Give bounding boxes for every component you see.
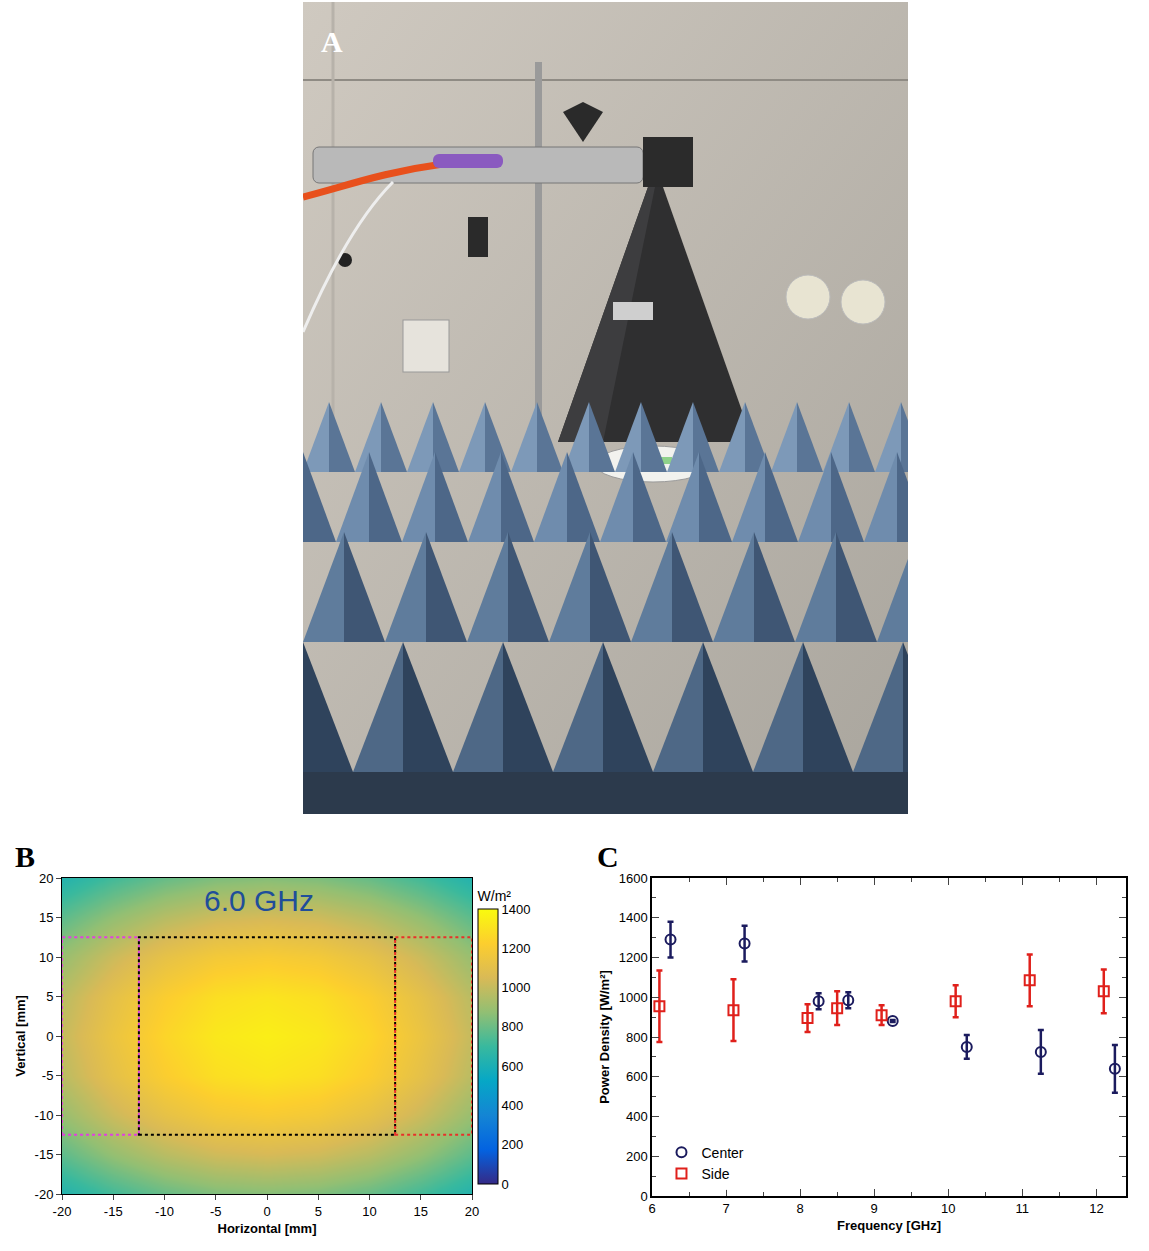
- svg-text:10: 10: [941, 1201, 955, 1216]
- svg-text:1000: 1000: [502, 980, 531, 995]
- svg-text:800: 800: [626, 1030, 648, 1045]
- svg-text:12: 12: [1089, 1201, 1103, 1216]
- svg-text:0: 0: [502, 1177, 509, 1192]
- svg-text:7: 7: [722, 1201, 729, 1216]
- svg-text:1000: 1000: [619, 990, 648, 1005]
- svg-text:-10: -10: [155, 1204, 174, 1219]
- svg-text:Vertical [mm]: Vertical [mm]: [13, 995, 28, 1077]
- svg-text:1600: 1600: [619, 871, 648, 886]
- svg-text:15: 15: [414, 1204, 428, 1219]
- svg-text:600: 600: [502, 1059, 524, 1074]
- svg-text:-15: -15: [35, 1147, 54, 1162]
- svg-text:800: 800: [502, 1019, 524, 1034]
- svg-text:C: C: [597, 840, 619, 873]
- svg-text:400: 400: [502, 1098, 524, 1113]
- svg-text:6: 6: [648, 1201, 655, 1216]
- svg-text:Side: Side: [701, 1166, 729, 1182]
- svg-text:11: 11: [1016, 1201, 1030, 1216]
- svg-text:Center: Center: [701, 1145, 743, 1161]
- svg-text:-15: -15: [104, 1204, 123, 1219]
- svg-text:10: 10: [362, 1204, 376, 1219]
- svg-text:B: B: [15, 840, 35, 873]
- svg-text:Power Density [W/m²]: Power Density [W/m²]: [597, 970, 612, 1104]
- svg-text:5: 5: [315, 1204, 322, 1219]
- svg-text:Frequency [GHz]: Frequency [GHz]: [837, 1218, 941, 1233]
- svg-text:1200: 1200: [619, 950, 648, 965]
- svg-text:20: 20: [39, 871, 53, 886]
- svg-text:600: 600: [626, 1069, 648, 1084]
- svg-text:9: 9: [871, 1201, 878, 1216]
- svg-text:400: 400: [626, 1109, 648, 1124]
- svg-text:200: 200: [626, 1149, 648, 1164]
- svg-text:10: 10: [39, 950, 53, 965]
- svg-text:1400: 1400: [502, 902, 531, 917]
- svg-text:6.0 GHz: 6.0 GHz: [204, 884, 314, 917]
- svg-text:1200: 1200: [502, 941, 531, 956]
- svg-text:15: 15: [39, 910, 53, 925]
- svg-text:20: 20: [465, 1204, 479, 1219]
- svg-text:-10: -10: [35, 1108, 54, 1123]
- svg-text:-20: -20: [53, 1204, 72, 1219]
- svg-text:A: A: [321, 25, 343, 58]
- svg-text:-5: -5: [210, 1204, 222, 1219]
- svg-text:-20: -20: [35, 1187, 54, 1202]
- svg-text:5: 5: [46, 989, 53, 1004]
- svg-text:-5: -5: [42, 1068, 54, 1083]
- svg-text:0: 0: [640, 1189, 647, 1204]
- svg-text:0: 0: [263, 1204, 270, 1219]
- svg-text:0: 0: [46, 1029, 53, 1044]
- svg-text:W/m²: W/m²: [478, 888, 512, 904]
- svg-text:8: 8: [797, 1201, 804, 1216]
- svg-text:200: 200: [502, 1137, 524, 1152]
- svg-text:1400: 1400: [619, 910, 648, 925]
- svg-text:Horizontal [mm]: Horizontal [mm]: [218, 1221, 317, 1236]
